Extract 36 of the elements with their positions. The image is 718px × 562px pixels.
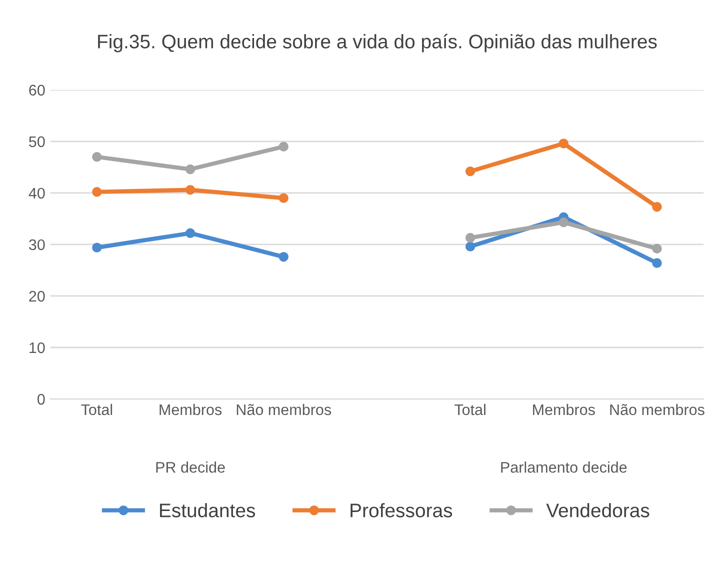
- y-tick-label: 30: [28, 239, 45, 250]
- y-tick-label: 50: [29, 136, 45, 148]
- text: Parlamento decide: [501, 462, 627, 473]
- point: [278, 252, 288, 262]
- legend-label: Professoras: [350, 503, 452, 518]
- x-tick-label: Total: [81, 404, 112, 416]
- point: [185, 185, 196, 195]
- point: [652, 258, 662, 268]
- point: [185, 164, 196, 174]
- y-tick-label: 20: [29, 290, 45, 302]
- legend-label: Estudantes: [160, 503, 256, 518]
- point: [92, 242, 102, 252]
- text: PR decide: [156, 462, 225, 473]
- x-tick-label: Membros: [533, 404, 595, 416]
- legend-label: Vendedoras: [546, 503, 650, 518]
- point: [92, 187, 102, 197]
- point: [185, 228, 196, 238]
- point: [92, 152, 102, 162]
- point: [465, 242, 476, 252]
- point: [558, 138, 568, 148]
- chart-title: Fig.35. Quem decide sobre a vida do país. Opinião das mulheres: [98, 34, 657, 52]
- point: [465, 232, 476, 243]
- y-tick-label: 10: [30, 342, 45, 354]
- x-tick-label: Total: [454, 404, 486, 416]
- y-tick-label: 40: [28, 188, 45, 199]
- x-tick-label: Não membros: [610, 404, 704, 416]
- point: [278, 193, 288, 203]
- point: [465, 166, 476, 176]
- y-tick-label: 60: [29, 84, 45, 96]
- y-tick-label: 0: [38, 394, 45, 405]
- x-tick-label: Membros: [160, 404, 222, 416]
- point: [278, 142, 288, 152]
- point: [652, 202, 662, 212]
- x-tick-label: Não membros: [236, 404, 332, 416]
- point: [558, 217, 568, 228]
- point: [652, 244, 662, 254]
